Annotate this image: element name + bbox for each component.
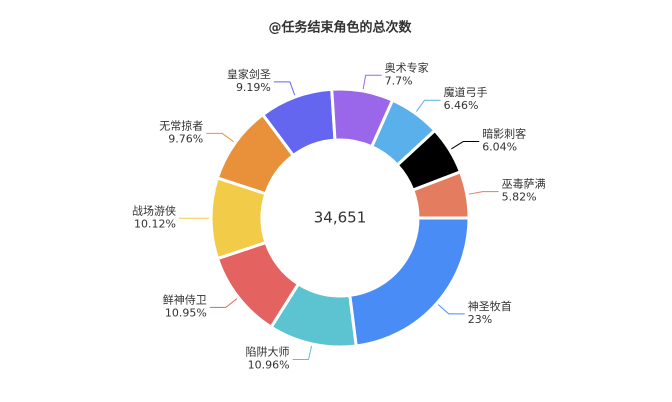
slice-label: 暗影刺客 — [482, 127, 526, 141]
leader-line — [362, 74, 382, 90]
value-label: 5.82% — [502, 191, 537, 204]
slice-label: 奥术专家 — [385, 60, 429, 74]
leader-line — [451, 141, 480, 150]
donut-segment — [348, 216, 471, 348]
value-label: 6.04% — [482, 141, 517, 154]
value-label: 7.7% — [385, 74, 413, 87]
slice-label: 鲜神侍卫 — [163, 292, 207, 306]
slice-label: 战场游侠 — [132, 203, 176, 217]
leader-line — [206, 132, 234, 143]
leader-line — [437, 304, 465, 315]
value-label: 9.76% — [168, 132, 203, 145]
value-label: 10.12% — [134, 217, 176, 230]
slice-label: 皇家剑圣 — [227, 67, 271, 81]
slice-label: 魔道弓手 — [444, 85, 488, 99]
leader-line — [415, 99, 441, 112]
slice-label: 巫毒萨满 — [502, 178, 546, 191]
value-label: 9.19% — [236, 81, 271, 94]
donut-segment — [410, 169, 471, 220]
leader-line — [209, 298, 238, 308]
chart-title: @任务结束角色的总次数 — [268, 20, 412, 36]
leader-line — [468, 191, 499, 195]
slice-label: 神圣牧首 — [468, 299, 512, 313]
leader-line — [292, 345, 313, 361]
center-label: 34,651 — [314, 209, 367, 227]
value-label: 23% — [468, 313, 492, 326]
value-label: 6.46% — [444, 99, 479, 112]
leader-line — [273, 81, 296, 96]
slice-label: 无常掠者 — [159, 118, 203, 132]
value-label: 10.95% — [165, 306, 207, 319]
slice-label: 陷阱大师 — [246, 345, 290, 359]
value-label: 10.96% — [248, 359, 290, 372]
